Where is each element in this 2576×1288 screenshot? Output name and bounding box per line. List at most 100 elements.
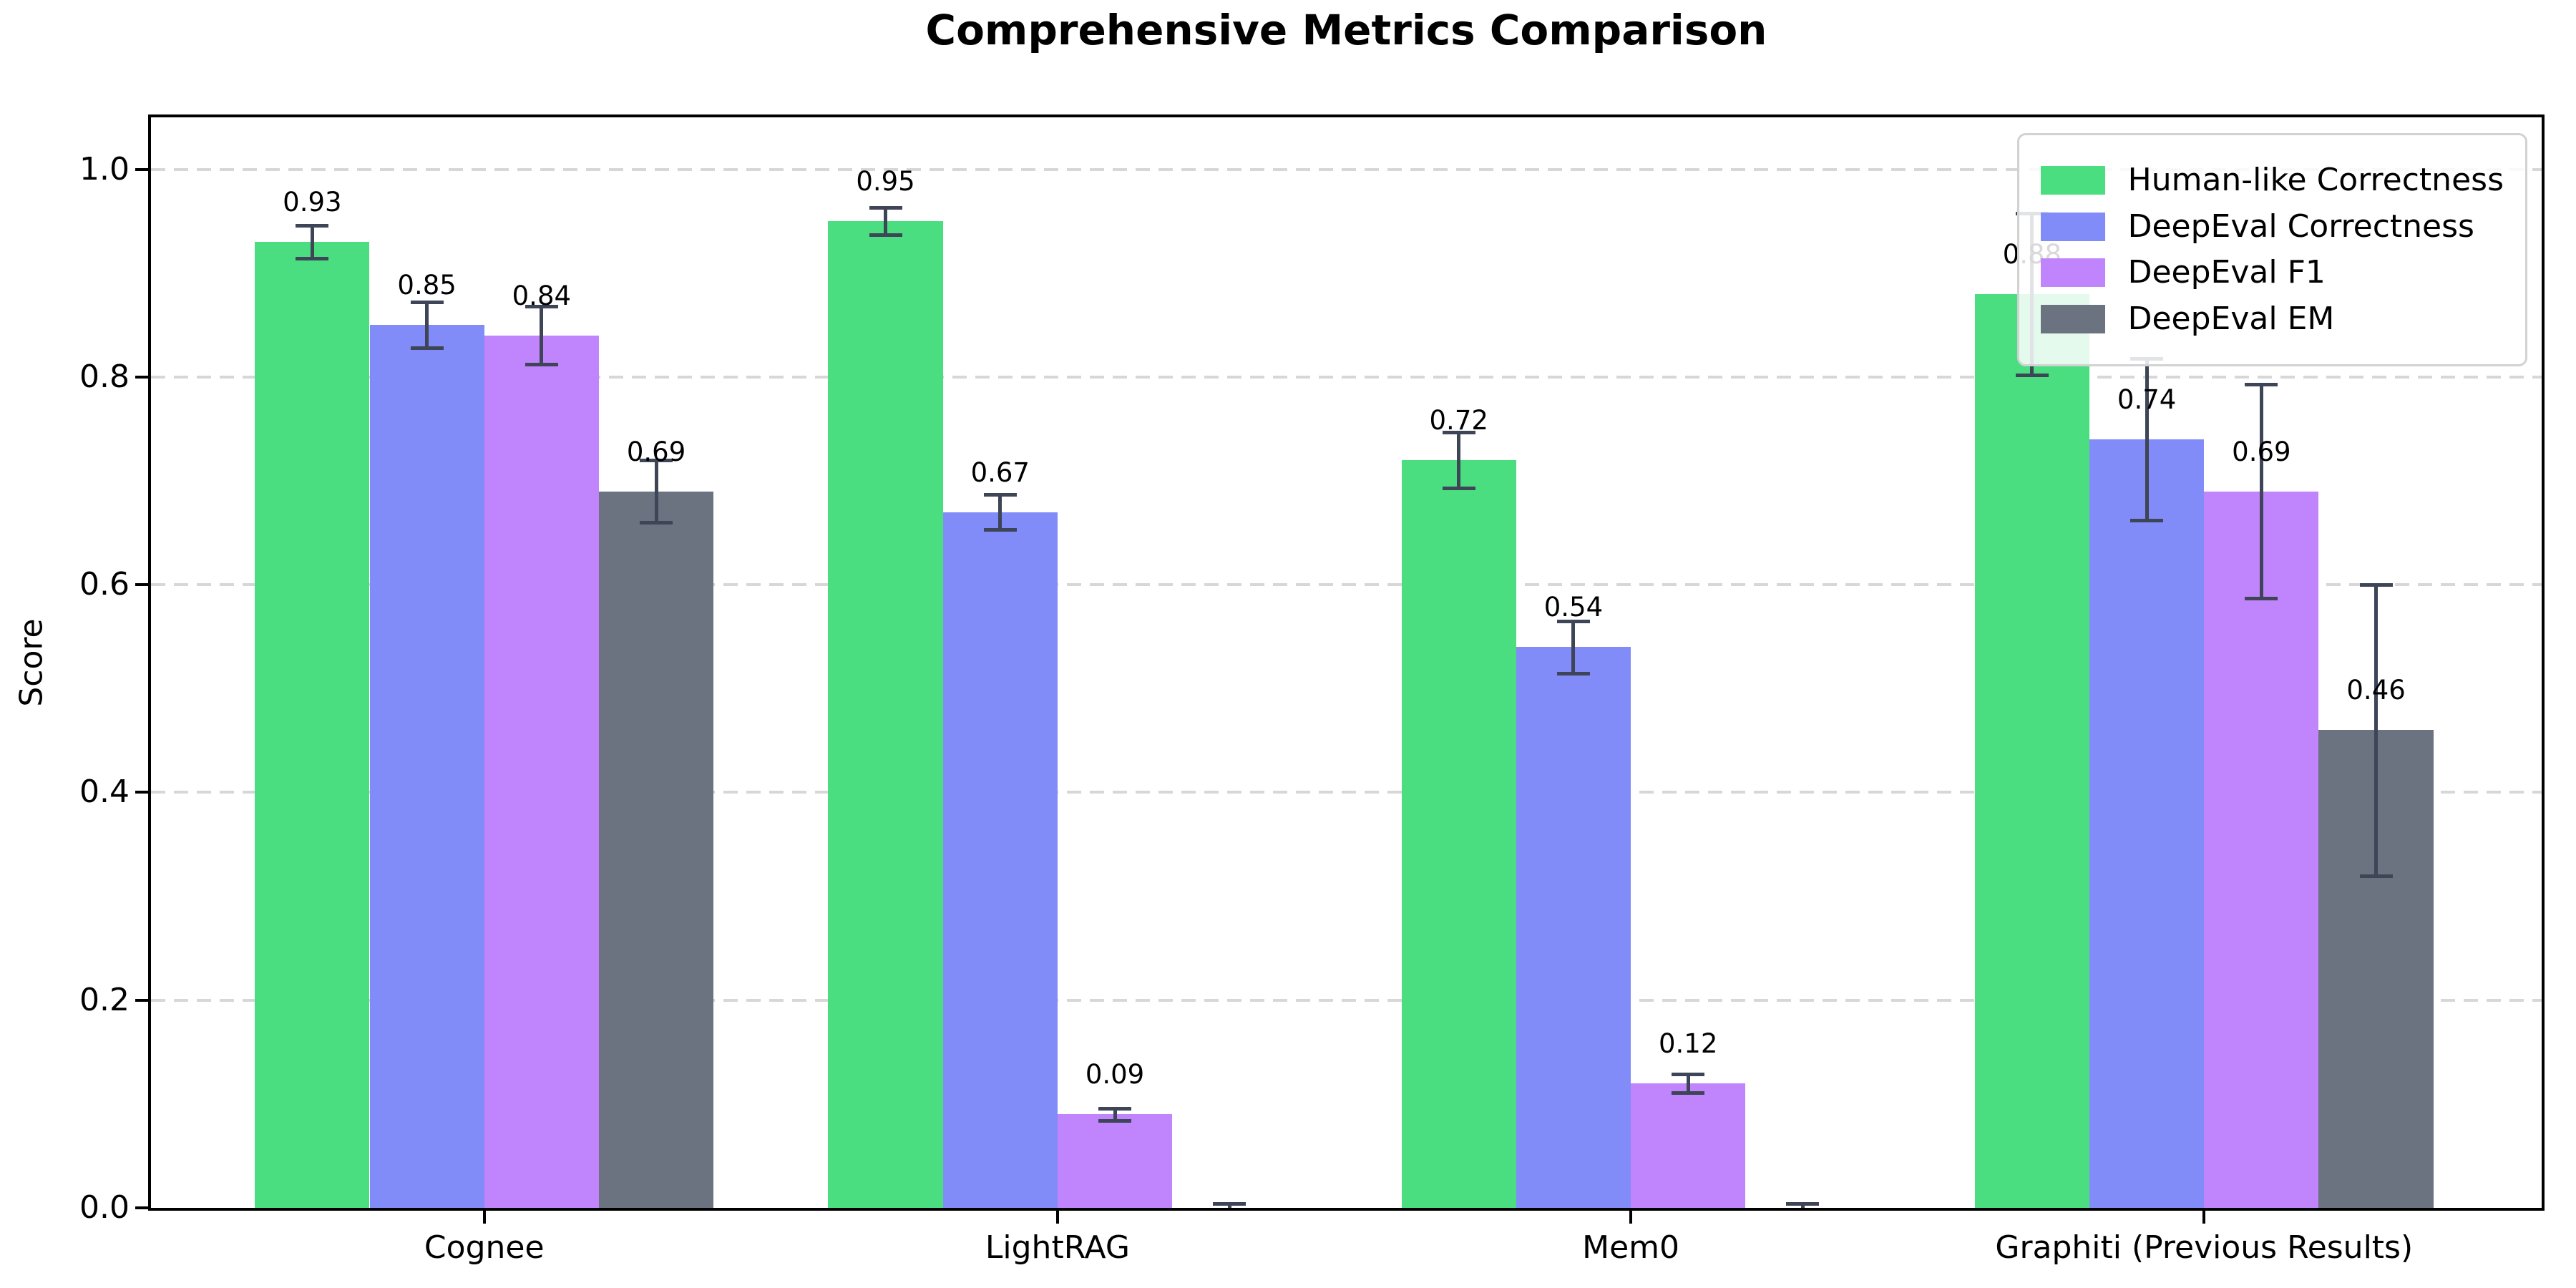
gridline [151,167,2542,171]
error-bar-cap [640,458,673,462]
error-bar-cap [2359,583,2393,587]
bar [828,221,943,1208]
error-bar [310,225,314,259]
error-bar-cap [2245,383,2278,387]
bar [1631,1083,1746,1208]
x-tick-label: LightRAG [985,1229,1130,1266]
bar [1057,1114,1173,1208]
y-axis-label: Score [13,618,50,707]
error-bar-cap [296,257,329,261]
bar [1401,459,1516,1208]
value-label: 0.09 [1085,1059,1145,1091]
gridline [151,583,2542,587]
gridline [151,998,2542,1002]
y-tick-label: 0.2 [79,981,130,1018]
x-tick-label: Graphiti (Previous Results) [1995,1229,2414,1266]
value-label: 0.54 [1543,592,1604,623]
error-bar-cap [869,206,902,210]
error-bar [425,302,429,348]
bar [1974,293,2089,1208]
y-tick-label: 0.4 [79,774,130,811]
bar [598,491,714,1208]
error-bar-cap [525,363,558,367]
error-bar-cap [1442,487,1475,491]
error-bar-cap [1556,619,1590,623]
bar [2089,439,2205,1208]
y-tick-label: 1.0 [79,150,130,187]
x-tick-mark [1055,1211,1059,1224]
y-tick-label: 0.6 [79,566,130,603]
value-label: 0.72 [1429,405,1488,436]
error-bar-cap [983,492,1017,497]
error-bar-cap [296,223,329,228]
error-bar-cap [1442,430,1475,434]
legend-item: Human-like Correctness [2040,162,2504,199]
error-bar [1571,620,1576,673]
error-bar [1113,1108,1117,1121]
legend-label: Human-like Correctness [2127,162,2504,198]
bar [255,242,370,1208]
value-label: 0.69 [2232,436,2291,467]
value-label: 0.12 [1658,1028,1718,1059]
error-bar-cap [1672,1091,1705,1095]
bar [942,512,1058,1208]
error-bar [998,494,1002,530]
y-tick-mark [135,1206,148,1209]
bar [369,325,484,1208]
y-tick-label: 0.8 [79,358,130,395]
x-tick-mark [2202,1211,2206,1224]
value-label: 0.84 [512,280,572,311]
error-bar-cap [1672,1072,1705,1076]
legend-swatch [2040,305,2105,334]
error-bar-cap [1098,1119,1132,1123]
plot-area: 0.93 0.85 0.84 0.69 0.95 0.67 0.09 0.72 0.54 0.12… [79,114,2545,1264]
error-bar [540,306,544,365]
gridline [151,375,2542,379]
y-tick-mark [135,998,148,1002]
legend-label: DeepEval F1 [2127,254,2326,291]
error-bar-cap [2359,874,2393,878]
bar [484,335,599,1208]
x-tick-mark [1629,1211,1633,1224]
y-tick-mark [135,375,148,379]
y-tick-mark [135,791,148,794]
gridline [151,791,2542,794]
y-tick-mark [135,167,148,171]
y-tick-mark [135,583,148,587]
value-label: 0.46 [2346,675,2406,706]
x-tick-label: Mem0 [1582,1229,1680,1266]
error-bar-cap [640,521,673,525]
y-tick-label: 0.0 [79,1189,130,1226]
value-label: 0.69 [626,436,686,467]
legend-label: DeepEval EM [2127,300,2335,337]
legend-item: DeepEval Correctness [2040,208,2504,245]
x-tick-mark [482,1211,486,1224]
error-bar [654,459,658,523]
error-bar-cap [1098,1106,1132,1111]
error-bar-cap [410,346,444,351]
error-bar-cap [525,305,558,309]
bar [1516,647,1631,1208]
error-bar-cap [1213,1202,1246,1206]
error-bar [2374,585,2379,876]
value-label: 0.74 [2117,384,2177,415]
error-bar-cap [1786,1202,1820,1206]
chart-title: Comprehensive Metrics Comparison [925,6,1767,54]
legend-item: DeepEval EM [2040,300,2504,338]
error-bar [2259,384,2263,598]
value-label: 0.67 [970,457,1030,488]
error-bar [1457,431,1461,489]
value-label: 0.93 [283,187,342,218]
x-tick-label: Cognee [424,1229,545,1266]
error-bar-cap [869,233,902,237]
error-bar [2145,358,2149,521]
value-label: 0.95 [856,166,915,197]
legend-swatch [2040,166,2105,195]
legend-item: DeepEval F1 [2040,254,2504,291]
legend-swatch [2040,212,2105,241]
value-label: 0.85 [397,270,457,301]
legend-swatch [2040,258,2105,288]
error-bar [884,208,888,235]
error-bar-cap [983,528,1017,532]
